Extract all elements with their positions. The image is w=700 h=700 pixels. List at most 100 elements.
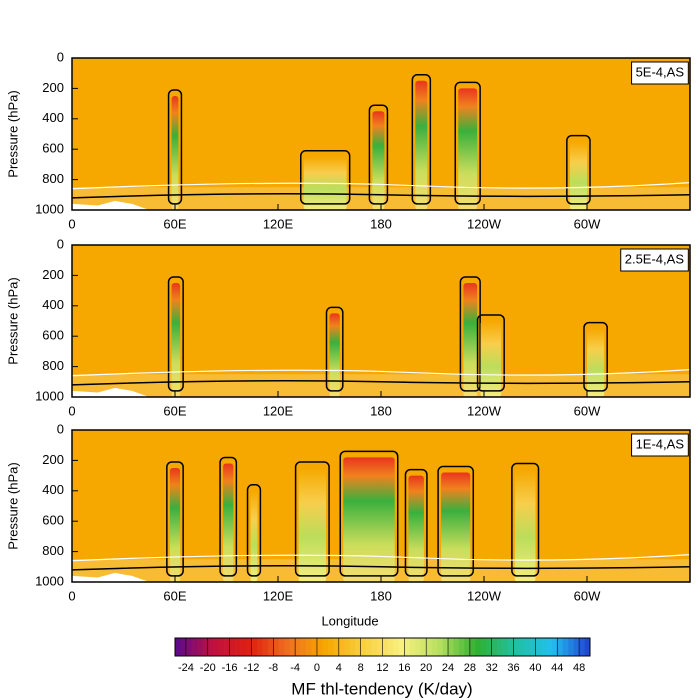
- colorbar-cell: [224, 638, 230, 656]
- colorbar-cell: [377, 638, 383, 656]
- colorbar-cell: [453, 638, 460, 656]
- y-tick-label: 200: [42, 267, 64, 282]
- x-tick-label: 180: [370, 216, 392, 231]
- colorbar-cell: [306, 638, 312, 656]
- colorbar-tick-label: 0: [314, 662, 320, 674]
- plume: [171, 96, 179, 210]
- colorbar-cell: [273, 638, 280, 656]
- colorbar-cell: [426, 638, 432, 656]
- contour-line-white: [71, 182, 691, 190]
- contour-line: [300, 150, 351, 205]
- contour-line: [437, 465, 475, 577]
- colorbar-cell: [382, 638, 389, 656]
- colorbar-cell: [420, 638, 427, 656]
- panel-label-box: [631, 433, 689, 457]
- colorbar-tick-label: 36: [507, 662, 519, 674]
- colorbar-cell: [196, 638, 203, 656]
- colorbar-tick-label: 40: [529, 662, 541, 674]
- colorbar-cell: [573, 638, 580, 656]
- colorbar-cell: [175, 638, 181, 656]
- y-axis-title: Pressure (hPa): [5, 462, 20, 549]
- colorbar-tick-label: -24: [178, 662, 194, 674]
- plume: [223, 463, 234, 582]
- colorbar-tick-label: 32: [486, 662, 498, 674]
- x-tick-label: 0: [68, 403, 75, 418]
- colorbar-cell: [322, 638, 329, 656]
- panel-label: 1E-4,AS: [636, 436, 685, 451]
- contour-line: [368, 104, 389, 205]
- y-tick-label: 400: [42, 297, 64, 312]
- y-tick-label: 600: [42, 513, 64, 528]
- y-tick-label: 400: [42, 482, 64, 497]
- contour-line: [71, 193, 691, 199]
- colorbar-cell: [497, 638, 503, 656]
- x-tick-label: 60E: [163, 403, 186, 418]
- panel-label-box: [620, 248, 689, 272]
- colorbar-cell: [240, 638, 247, 656]
- contour-line: [71, 380, 691, 386]
- colorbar-cell: [584, 638, 591, 656]
- colorbar-cell: [300, 638, 307, 656]
- colorbar-cell: [311, 638, 318, 656]
- contour-line: [511, 462, 540, 577]
- plume: [250, 490, 258, 582]
- x-tick-label: 180: [370, 588, 392, 603]
- colorbar-cell: [191, 638, 198, 656]
- x-tick-label: 0: [68, 588, 75, 603]
- colorbar-cell: [289, 638, 296, 656]
- plume: [171, 283, 181, 397]
- colorbar-cell: [251, 638, 258, 656]
- colorbar-cell: [415, 638, 422, 656]
- colorbar-cell: [486, 638, 493, 656]
- x-axis-title: Longitude: [321, 613, 378, 628]
- colorbar-cell: [437, 638, 443, 656]
- y-tick-label: 1000: [35, 201, 64, 216]
- contour-line: [566, 134, 591, 205]
- plume: [587, 328, 605, 397]
- colorbar-tick-label: 4: [336, 662, 342, 674]
- colorbar-tick-label: -8: [268, 662, 278, 674]
- plume: [514, 469, 536, 582]
- colorbar-cell: [284, 638, 290, 656]
- colorbar-cell: [185, 638, 192, 656]
- contour-line: [219, 456, 238, 577]
- colorbar-tick-label: -4: [290, 662, 300, 674]
- y-axis-title: Pressure (hPa): [5, 277, 20, 364]
- colorbar-tick-label: 20: [420, 662, 432, 674]
- surface-orography: [72, 387, 150, 397]
- colorbar-cell: [475, 638, 482, 656]
- colorbar-cell: [371, 638, 378, 656]
- colorbar-tick-label: -12: [243, 662, 259, 674]
- contour-line: [411, 74, 432, 205]
- colorbar-cell: [579, 638, 585, 656]
- colorbar-cell: [245, 638, 252, 656]
- contour-line: [459, 276, 481, 392]
- x-tick-label: 120E: [263, 403, 294, 418]
- colorbar-cell: [387, 638, 394, 656]
- y-tick-label: 0: [57, 49, 64, 64]
- colorbar-cell: [469, 638, 476, 656]
- y-tick-label: 400: [42, 110, 64, 125]
- panel-label: 2.5E-4,AS: [625, 251, 685, 266]
- y-tick-label: 0: [57, 421, 64, 436]
- x-tick-label: 60W: [574, 216, 601, 231]
- panel-label: 5E-4,AS: [636, 64, 685, 79]
- colorbar-cell: [464, 638, 471, 656]
- colorbar-cell: [267, 638, 274, 656]
- y-tick-label: 800: [42, 171, 64, 186]
- colorbar-cell: [442, 638, 449, 656]
- contour-line: [476, 314, 505, 392]
- colorbar-cell: [278, 638, 285, 656]
- colorbar-cell: [213, 638, 219, 656]
- x-tick-label: 120W: [467, 588, 502, 603]
- colorbar-cell: [398, 638, 405, 656]
- colorbar-cell: [535, 638, 542, 656]
- colorbar-cell: [409, 638, 416, 656]
- colorbar-tick-label: 48: [573, 662, 585, 674]
- contour-line: [325, 306, 344, 392]
- y-axis-title: Pressure (hPa): [5, 90, 20, 177]
- colorbar-cell: [529, 638, 536, 656]
- colorbar-cell: [344, 638, 351, 656]
- boundary-layer: [72, 374, 690, 397]
